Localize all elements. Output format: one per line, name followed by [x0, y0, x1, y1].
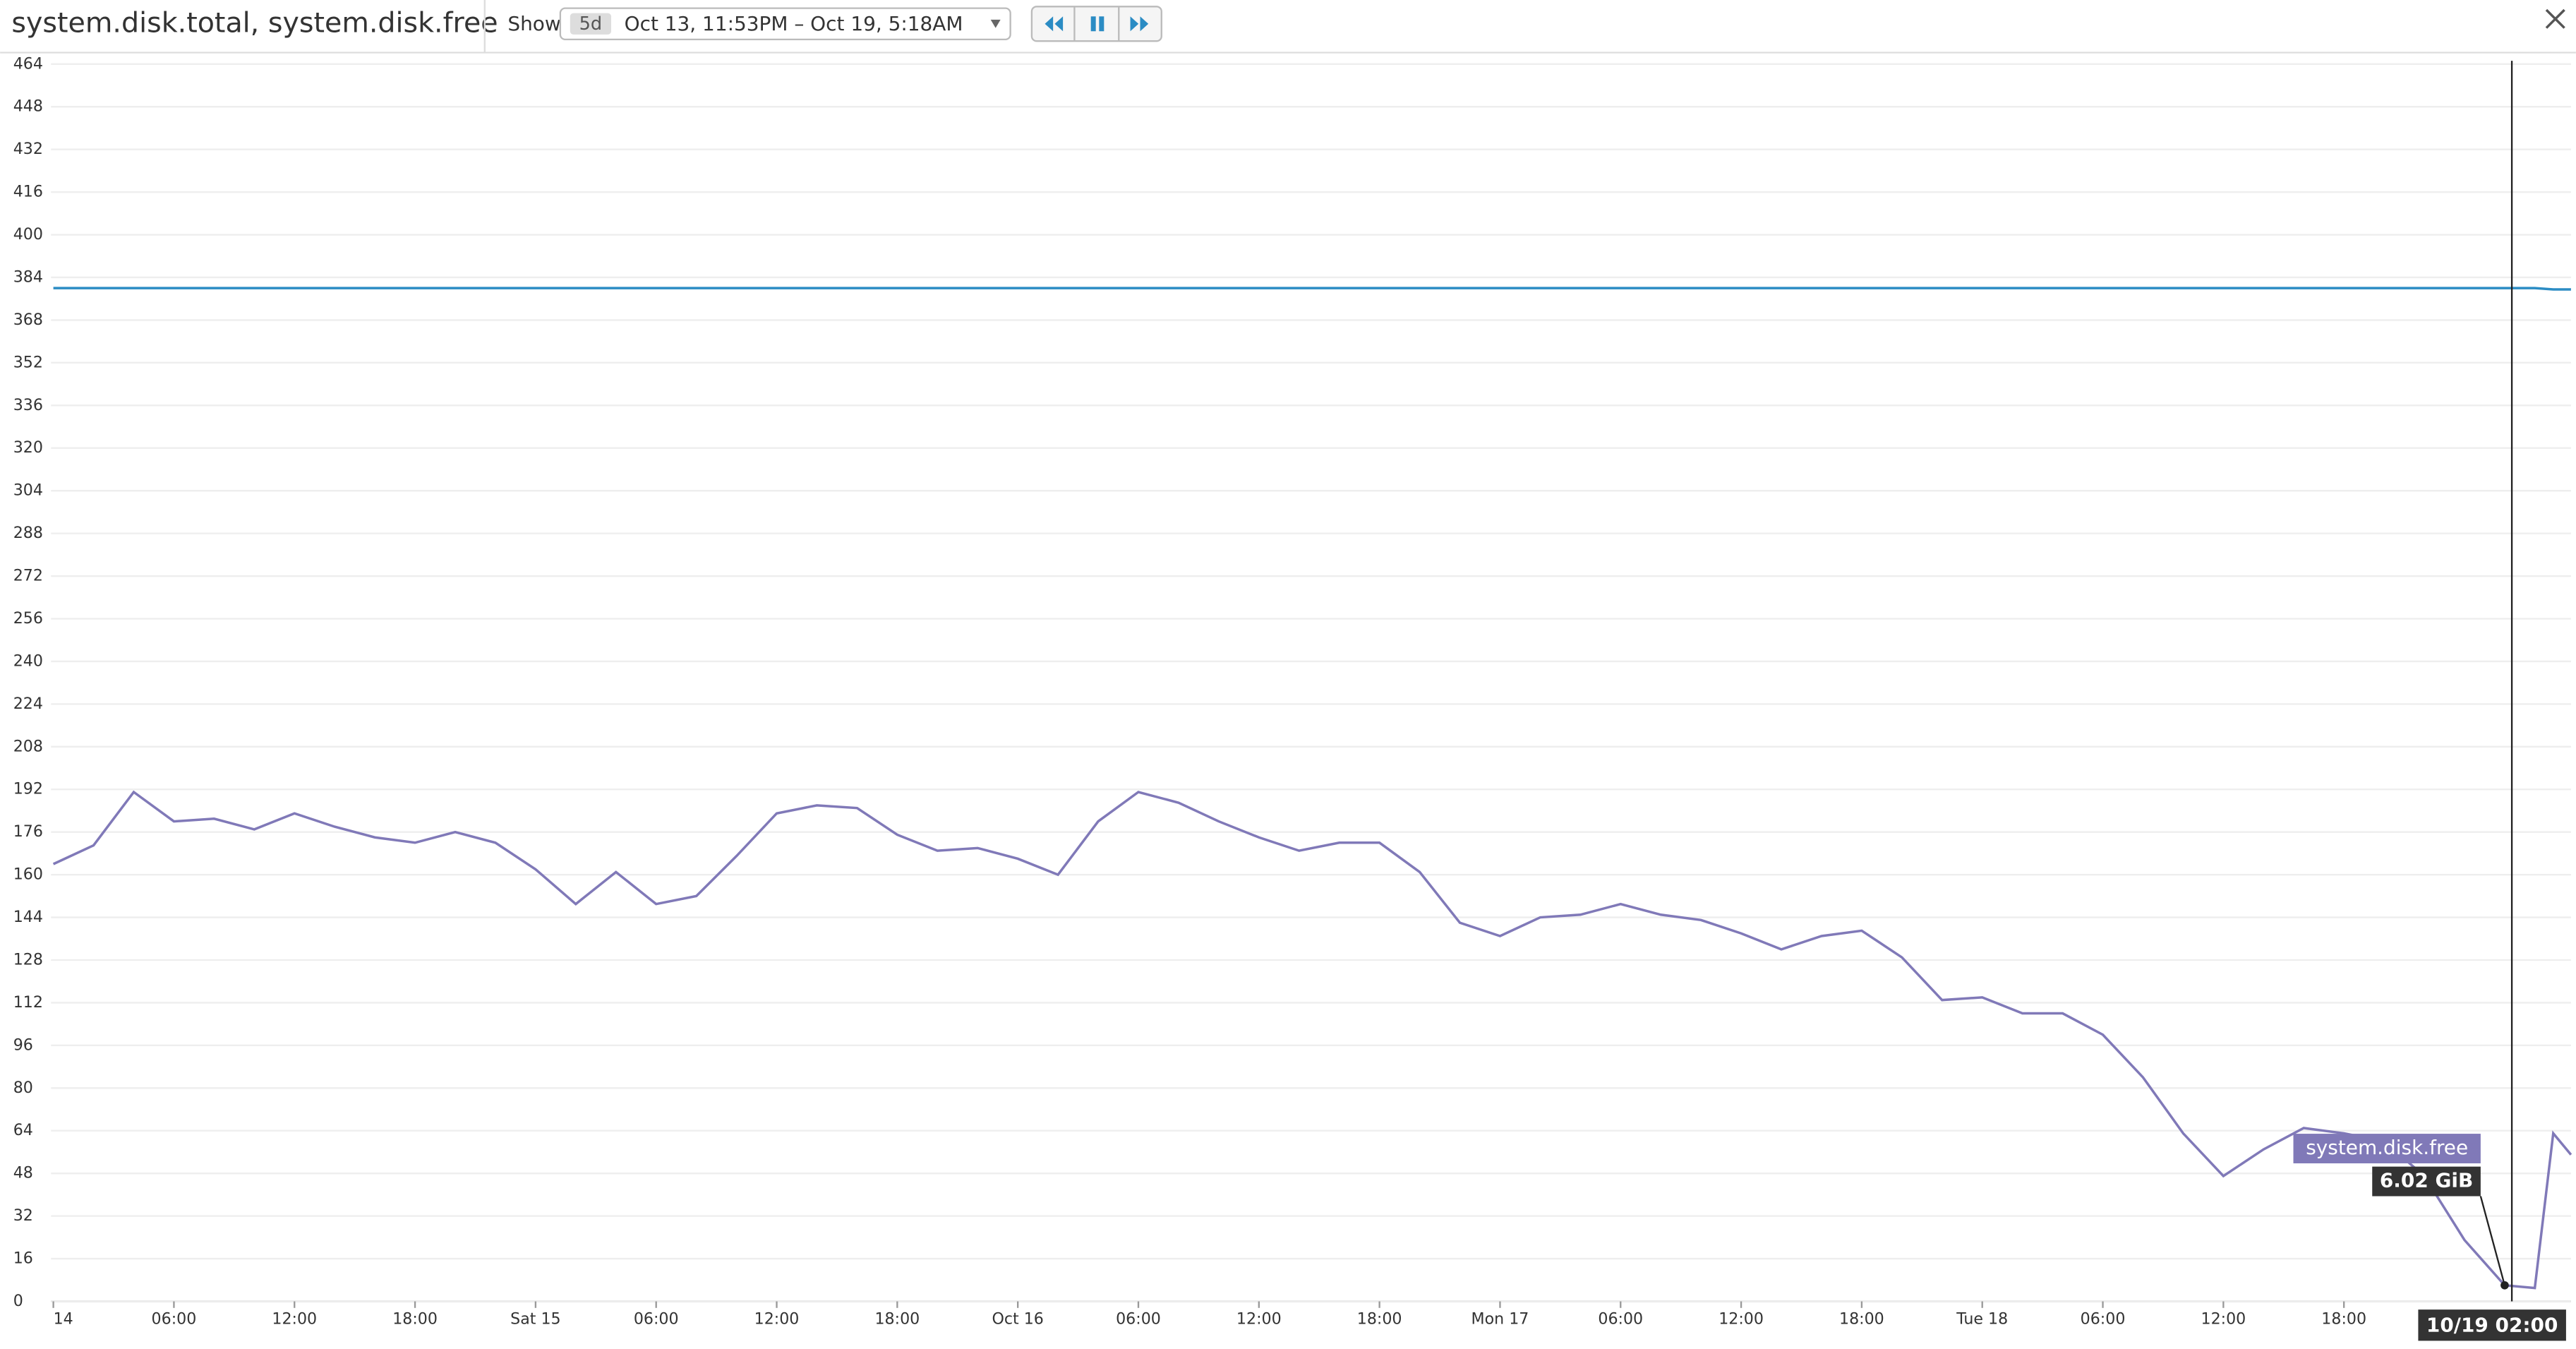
x-tick-label: Tue 18	[1956, 1310, 2008, 1329]
y-tick-label: 352	[13, 353, 43, 371]
x-tick-label: 12:00	[1236, 1310, 1282, 1329]
x-tick-label: 12:00	[1719, 1310, 1764, 1329]
y-tick-label: 208	[13, 737, 43, 755]
y-tick-label: 432	[13, 140, 43, 158]
y-tick-label: 144	[13, 908, 43, 926]
range-badge-bg	[570, 13, 612, 35]
y-tick-label: 416	[13, 183, 43, 201]
plot: 0 16 32 48 64 80 96 112 128 144 160 176 192 208 224 240…	[13, 54, 2572, 1341]
y-tick-label: 16	[13, 1249, 33, 1268]
x-tick-label: 06:00	[1116, 1310, 1161, 1329]
y-tick-label: 176	[13, 822, 43, 841]
x-tick-label: 06:00	[634, 1310, 679, 1329]
x-tick-label: 12:00	[754, 1310, 800, 1329]
y-tick-label: 384	[13, 268, 43, 286]
x-tick-label: 12:00	[272, 1310, 317, 1329]
x-tick-label: 18:00	[1839, 1310, 1884, 1329]
y-tick-label: 272	[13, 567, 43, 585]
x-tick-label: 14	[54, 1310, 73, 1329]
y-tick-label: 464	[13, 54, 43, 73]
y-tick-label: 48	[13, 1164, 33, 1182]
tooltip-name: system.disk.free	[2306, 1136, 2468, 1159]
y-tick-label: 288	[13, 524, 43, 542]
forward-button[interactable]	[1130, 16, 1149, 32]
y-tick-label: 64	[13, 1121, 33, 1139]
x-tick-label: 12:00	[2201, 1310, 2246, 1329]
y-tick-label: 336	[13, 396, 43, 414]
tooltip-value: 6.02 GiB	[2380, 1169, 2473, 1192]
x-tick-label: Oct 16	[992, 1310, 1043, 1329]
y-tick-label: 320	[13, 438, 43, 457]
tooltip-value-bg	[2372, 1166, 2481, 1197]
x-tick-label: 06:00	[152, 1310, 197, 1329]
y-tick-label: 304	[13, 481, 43, 500]
x-tick-label: 06:00	[1598, 1310, 1643, 1329]
range-text: Oct 13, 11:53PM – Oct 19, 5:18AM	[625, 12, 963, 35]
x-tick-label: Mon 17	[1471, 1310, 1529, 1329]
y-tick-label: 400	[13, 225, 43, 244]
page-title: system.disk.total, system.disk.free	[11, 6, 498, 39]
y-tick-label: 128	[13, 950, 43, 969]
close-button[interactable]	[2545, 8, 2565, 29]
series-line	[52, 790, 2572, 1290]
x-tick-label: 18:00	[2321, 1310, 2366, 1329]
x-tick-label: 06:00	[2081, 1310, 2126, 1329]
y-tick-label: 224	[13, 695, 43, 713]
y-tick-label: 32	[13, 1206, 33, 1225]
y-tick-label: 112	[13, 993, 43, 1012]
range-dropdown[interactable]	[559, 7, 1011, 41]
series-line	[53, 287, 2571, 291]
x-tick-label: 18:00	[1357, 1310, 1402, 1329]
pause-button[interactable]	[1090, 16, 1105, 32]
x-tick-label: Sat 15	[510, 1310, 560, 1329]
y-tick-label: 96	[13, 1036, 33, 1054]
playback-controls	[1030, 6, 1162, 42]
tooltip-date-bg	[2418, 1309, 2566, 1341]
tooltip-pointer	[2479, 1196, 2506, 1286]
y-tick-label: 80	[13, 1079, 33, 1097]
y-tick-label: 256	[13, 609, 43, 628]
tooltip-name-bg	[2293, 1134, 2481, 1163]
y-tick-label: 0	[13, 1292, 23, 1310]
y-tick-label: 448	[13, 97, 43, 116]
range-badge: 5d	[579, 13, 603, 35]
tooltip-date: 10/19 02:00	[2426, 1313, 2558, 1336]
show-label: Show	[507, 12, 560, 35]
rewind-button[interactable]	[1045, 16, 1064, 32]
tooltip-point	[2500, 1281, 2509, 1290]
y-tick-label: 240	[13, 652, 43, 670]
y-tick-label: 368	[13, 311, 43, 329]
y-tick-label: 160	[13, 865, 43, 884]
toolbar	[0, 0, 2576, 53]
x-tick-label: 18:00	[392, 1310, 438, 1329]
x-tick-label: 18:00	[874, 1310, 920, 1329]
y-tick-label: 192	[13, 780, 43, 798]
dropdown-caret	[990, 19, 1001, 28]
